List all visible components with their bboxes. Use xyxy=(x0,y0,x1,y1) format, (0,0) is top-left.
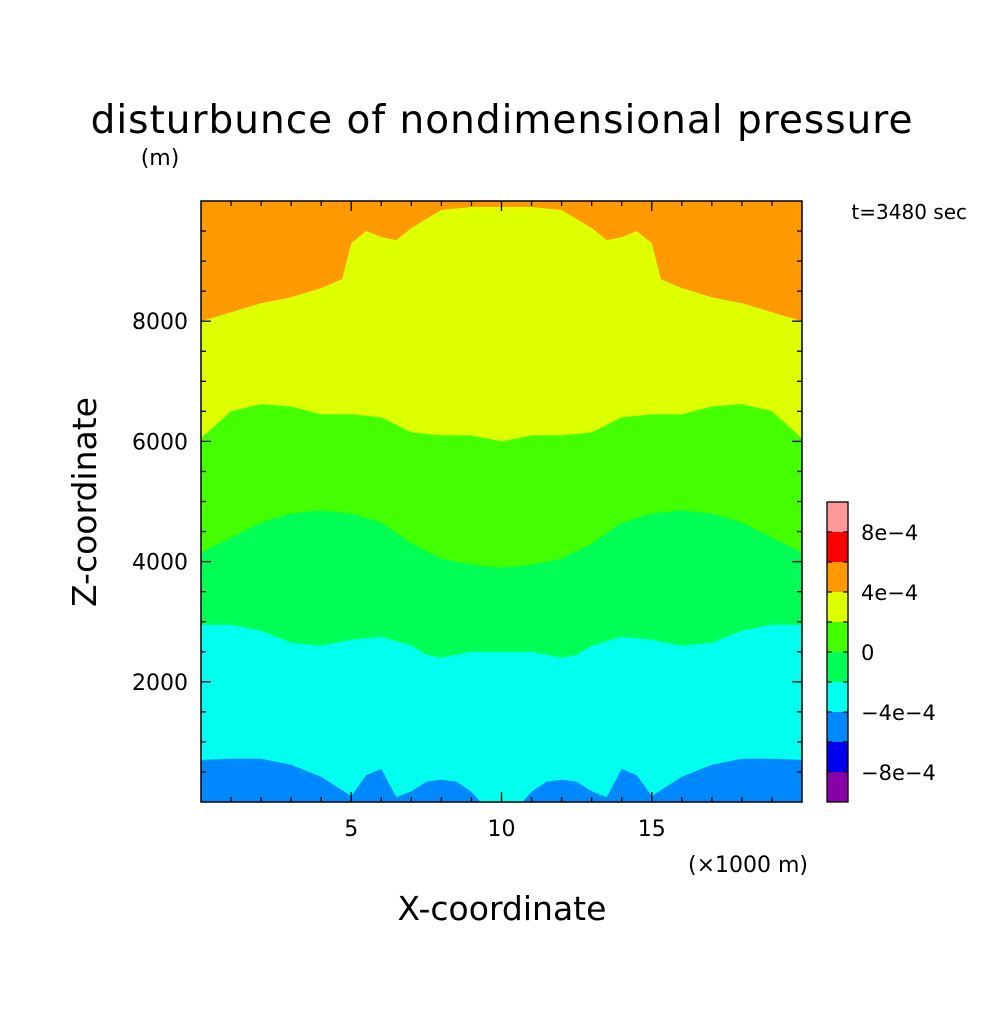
colorbar-swatch xyxy=(827,712,848,742)
colorbar-swatch xyxy=(827,502,848,532)
colorbar-swatch xyxy=(827,772,848,802)
contour-band-3 xyxy=(201,201,802,442)
colorbar-label: −4e−4 xyxy=(861,701,936,725)
colorbar-swatch xyxy=(827,532,848,562)
colorbar-label: −8e−4 xyxy=(861,761,936,785)
x-tick-label: 15 xyxy=(638,817,666,842)
colorbar-swatch xyxy=(827,652,848,682)
y-axis-title: Z-coordinate xyxy=(65,397,104,607)
colorbar-swatch xyxy=(827,742,848,772)
time-label: t=3480 sec xyxy=(851,200,967,224)
colorbar-swatch xyxy=(827,682,848,712)
y-tick-label: 4000 xyxy=(132,551,188,576)
x-axis-title: X-coordinate xyxy=(398,889,607,928)
colorbar: −8e−4 −4e−4 0 4e−4 8e−4 xyxy=(826,501,936,803)
colorbar-label: 4e−4 xyxy=(861,581,918,605)
y-tick-label: 6000 xyxy=(132,430,188,455)
x-unit-label: (×1000 m) xyxy=(688,853,808,878)
x-tick-labels: 5 10 15 xyxy=(344,817,666,842)
axis-ticks xyxy=(201,201,802,802)
x-tick-label: 10 xyxy=(488,817,516,842)
units-label: (m) xyxy=(141,146,180,171)
contour-band-4 xyxy=(201,201,802,322)
colorbar-swatch xyxy=(827,592,848,622)
x-tick-label: 5 xyxy=(344,817,358,842)
colorbar-swatch xyxy=(827,622,848,652)
colorbar-label: 8e−4 xyxy=(861,521,918,545)
y-tick-labels: 2000 4000 6000 8000 xyxy=(132,310,188,696)
contour-fills xyxy=(201,201,802,802)
colorbar-label: 0 xyxy=(861,641,874,665)
colorbar-swatch xyxy=(827,562,848,592)
chart-title: disturbunce of nondimensional pressure xyxy=(91,98,914,143)
y-tick-label: 2000 xyxy=(132,671,188,696)
y-tick-label: 8000 xyxy=(132,310,188,335)
